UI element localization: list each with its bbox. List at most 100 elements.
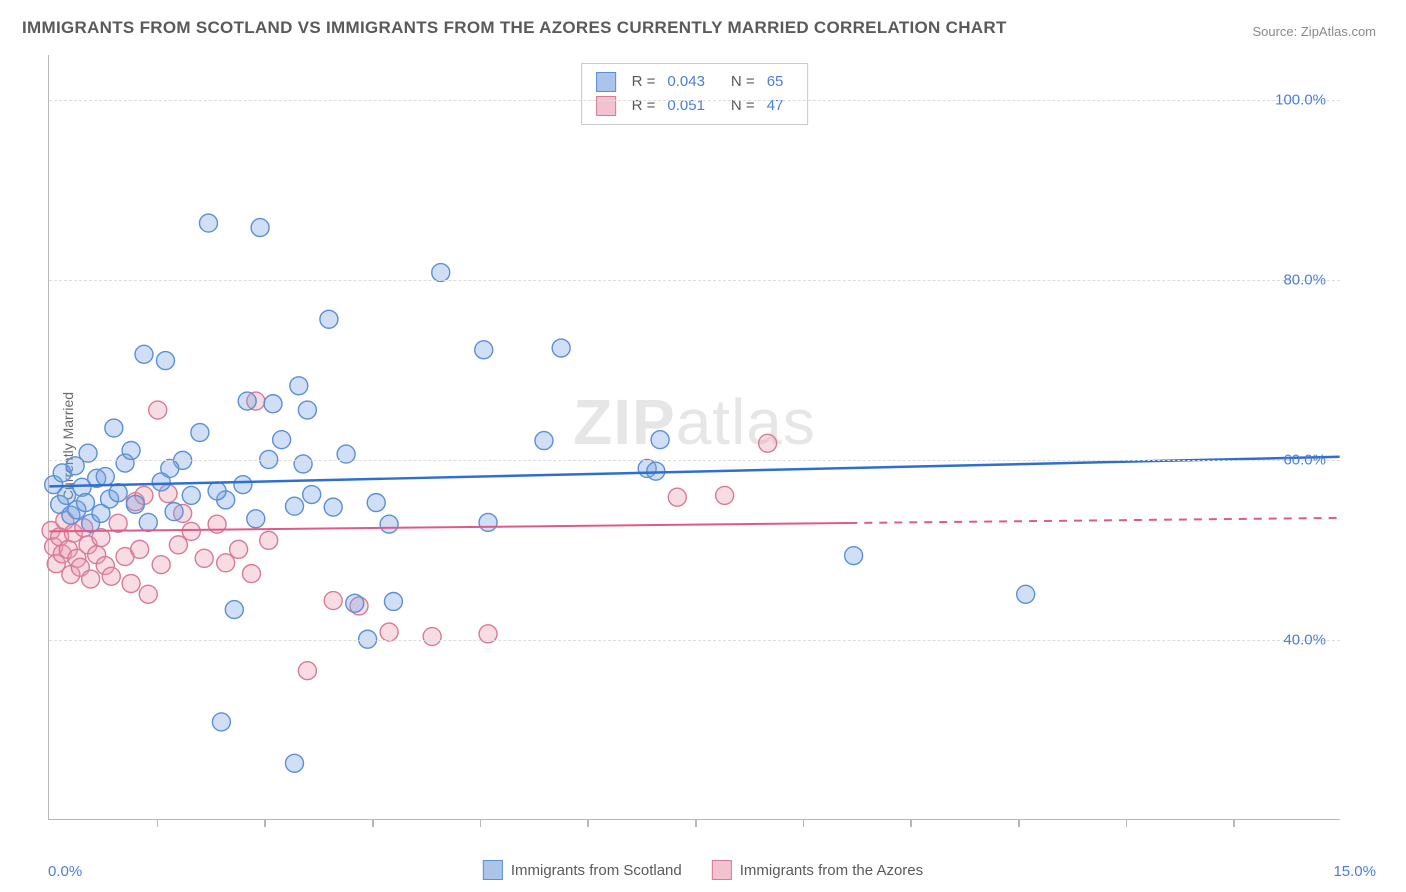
data-point xyxy=(238,392,256,410)
swatch-scotland-icon xyxy=(483,860,503,880)
data-point xyxy=(156,352,174,370)
data-point xyxy=(102,567,120,585)
data-point xyxy=(109,514,127,532)
y-tick-label: 40.0% xyxy=(1283,632,1326,649)
data-point xyxy=(161,459,179,477)
data-point xyxy=(273,431,291,449)
x-tick-mark xyxy=(480,819,482,827)
data-point xyxy=(298,662,316,680)
gridline xyxy=(49,460,1340,461)
chart-title: IMMIGRANTS FROM SCOTLAND VS IMMIGRANTS F… xyxy=(22,18,1007,38)
trend-line-extrapolated xyxy=(849,518,1339,523)
x-tick-mark xyxy=(803,819,805,827)
data-point xyxy=(845,547,863,565)
data-point xyxy=(96,468,114,486)
data-point xyxy=(230,540,248,558)
data-point xyxy=(208,482,226,500)
data-point xyxy=(217,554,235,572)
data-point xyxy=(346,594,364,612)
data-point xyxy=(139,585,157,603)
data-point xyxy=(122,575,140,593)
legend-item-scotland: Immigrants from Scotland xyxy=(483,860,682,880)
data-point xyxy=(286,497,304,515)
data-point xyxy=(225,601,243,619)
data-point xyxy=(479,513,497,531)
data-point xyxy=(247,510,265,528)
data-point xyxy=(264,395,282,413)
y-tick-label: 60.0% xyxy=(1283,452,1326,469)
chart-plot-area: ZIPatlas R = 0.043 N = 65 R = 0.051 N = … xyxy=(48,55,1340,820)
data-point xyxy=(199,214,217,232)
data-point xyxy=(152,556,170,574)
x-axis-max-label: 15.0% xyxy=(1333,863,1376,880)
x-tick-mark xyxy=(1126,819,1128,827)
data-point xyxy=(195,549,213,567)
x-tick-mark xyxy=(1018,819,1020,827)
data-point xyxy=(668,488,686,506)
x-tick-mark xyxy=(264,819,266,827)
x-tick-mark xyxy=(910,819,912,827)
x-tick-mark xyxy=(587,819,589,827)
data-point xyxy=(324,592,342,610)
trend-line xyxy=(49,523,849,531)
data-point xyxy=(290,377,308,395)
source-attribution: Source: ZipAtlas.com xyxy=(1252,24,1376,39)
data-point xyxy=(122,441,140,459)
x-axis-min-label: 0.0% xyxy=(48,863,82,880)
legend-label-scotland: Immigrants from Scotland xyxy=(511,862,682,879)
data-point xyxy=(135,345,153,363)
data-point xyxy=(423,628,441,646)
data-point xyxy=(182,486,200,504)
data-point xyxy=(126,495,144,513)
data-point xyxy=(191,424,209,442)
x-tick-mark xyxy=(695,819,697,827)
data-point xyxy=(105,419,123,437)
data-point xyxy=(109,484,127,502)
data-point xyxy=(716,486,734,504)
data-point xyxy=(1017,585,1035,603)
x-tick-mark xyxy=(1233,819,1235,827)
gridline xyxy=(49,280,1340,281)
data-point xyxy=(82,570,100,588)
data-point xyxy=(298,401,316,419)
data-point xyxy=(535,432,553,450)
data-point xyxy=(380,515,398,533)
x-tick-mark xyxy=(372,819,374,827)
y-tick-label: 80.0% xyxy=(1283,272,1326,289)
data-point xyxy=(320,310,338,328)
data-point xyxy=(243,565,261,583)
data-point xyxy=(759,434,777,452)
plot-svg xyxy=(49,55,1340,819)
data-point xyxy=(651,431,669,449)
data-point xyxy=(294,455,312,473)
swatch-azores-icon xyxy=(712,860,732,880)
data-point xyxy=(139,513,157,531)
legend-item-azores: Immigrants from the Azores xyxy=(712,860,923,880)
data-point xyxy=(149,401,167,419)
data-point xyxy=(286,754,304,772)
data-point xyxy=(169,536,187,554)
data-point xyxy=(367,494,385,512)
data-point xyxy=(380,623,398,641)
data-point xyxy=(260,531,278,549)
data-point xyxy=(384,592,402,610)
data-point xyxy=(76,494,94,512)
data-point xyxy=(432,264,450,282)
data-point xyxy=(165,503,183,521)
data-point xyxy=(552,339,570,357)
gridline xyxy=(49,640,1340,641)
data-point xyxy=(303,486,321,504)
data-point xyxy=(251,219,269,237)
data-point xyxy=(131,540,149,558)
series-legend: Immigrants from Scotland Immigrants from… xyxy=(483,860,923,880)
data-point xyxy=(475,341,493,359)
data-point xyxy=(234,476,252,494)
trend-line xyxy=(49,457,1339,487)
data-point xyxy=(182,522,200,540)
data-point xyxy=(212,713,230,731)
data-point xyxy=(324,498,342,516)
gridline xyxy=(49,100,1340,101)
legend-label-azores: Immigrants from the Azores xyxy=(740,862,923,879)
y-tick-label: 100.0% xyxy=(1275,92,1326,109)
x-tick-mark xyxy=(157,819,159,827)
